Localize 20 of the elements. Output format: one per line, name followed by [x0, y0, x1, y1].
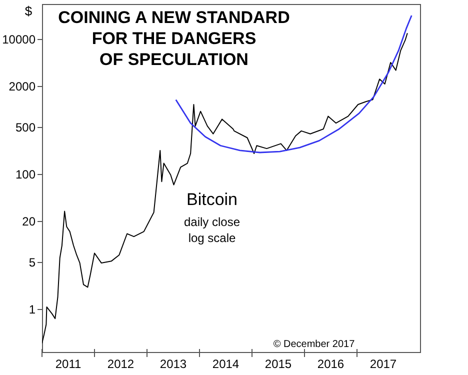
x-tick-label: 2015	[264, 357, 292, 371]
annotation: Bitcoin	[186, 190, 238, 209]
y-tick-label: 100	[15, 167, 36, 182]
y-tick-label: 5	[28, 255, 36, 270]
x-tick-label: 2014	[212, 357, 240, 371]
y-axis-title: $	[24, 4, 33, 18]
y-tick-label: 10000	[2, 32, 36, 46]
annotation: log scale	[188, 231, 236, 245]
annotation: © December 2017	[273, 339, 356, 350]
y-tick-label: 1	[28, 302, 36, 316]
x-tick-label: 2013	[160, 357, 187, 371]
y-tick-label: 500	[15, 120, 36, 134]
x-tick-label: 2011	[55, 357, 82, 371]
x-tick-label: 2016	[317, 357, 344, 371]
x-tick-label: 2017	[370, 357, 397, 371]
annotation: daily close	[184, 215, 240, 229]
y-tick-label: 2000	[8, 80, 36, 94]
x-tick-label: 2012	[107, 357, 134, 371]
text: COINING A NEW STANDARD FOR THE DANGERS OF SPECULATION	[58, 8, 290, 69]
y-tick-label: 20	[22, 214, 36, 229]
